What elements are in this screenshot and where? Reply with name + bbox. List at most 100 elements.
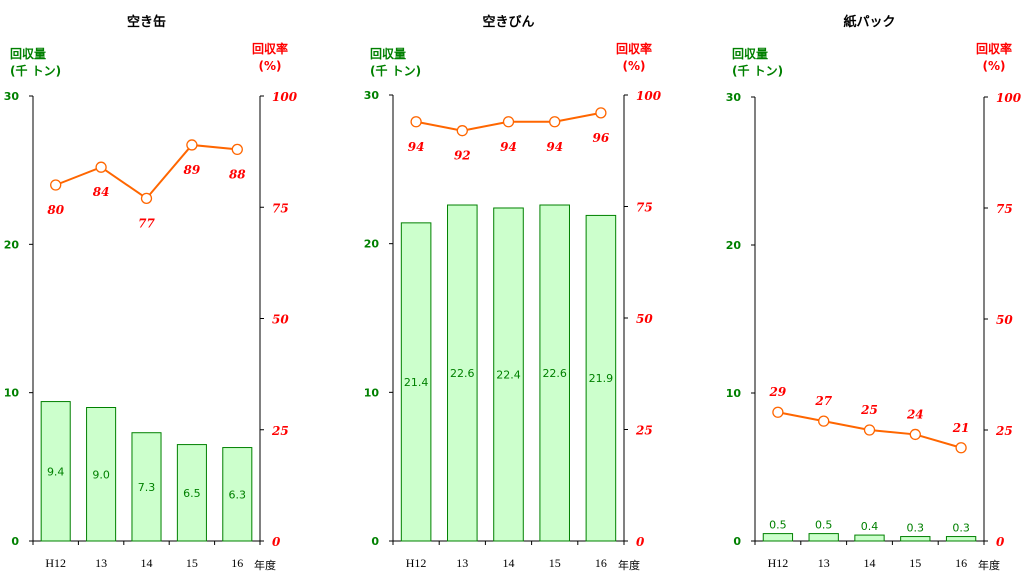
rate-value-label: 89 [184, 163, 201, 177]
bar [176, 444, 207, 542]
x-tick-label: 14 [141, 556, 153, 570]
x-tick-label: 15 [909, 556, 921, 570]
right-tick-label: 0 [996, 535, 1005, 549]
rate-point [231, 143, 243, 156]
x-tick-label: 16 [595, 556, 607, 570]
bar-value-label: 22.6 [450, 367, 475, 380]
bar-value-label: 6.3 [229, 488, 247, 501]
right-tick-label: 100 [272, 90, 298, 104]
bar [400, 222, 432, 542]
bar-value-label: 6.5 [183, 487, 201, 500]
rate-point [410, 116, 422, 128]
bar-value-label: 0.5 [769, 519, 787, 532]
bar [40, 401, 71, 542]
chart-title: 空き缶 [127, 14, 166, 30]
left-tick-label: 10 [364, 386, 380, 399]
rate-point [50, 179, 62, 191]
bar-value-label: 21.4 [404, 376, 429, 389]
right-tick-label: 25 [635, 424, 653, 438]
bar-value-label: 0.4 [861, 520, 879, 533]
rate-value-label: 29 [769, 385, 787, 399]
rate-point [140, 192, 153, 205]
rate-value-label: 25 [860, 403, 878, 417]
left-tick-label: 30 [4, 90, 20, 103]
rate-value-label: 96 [593, 131, 610, 145]
bar [585, 214, 617, 542]
rate-point [955, 442, 967, 454]
left-tick-label: 20 [726, 239, 742, 252]
x-axis-unit: 年度 [618, 558, 640, 572]
x-tick-label: H12 [768, 556, 789, 570]
right-tick-label: 100 [996, 91, 1022, 105]
x-tick-label: H12 [406, 556, 427, 570]
left-axis-label: 回収量 [10, 47, 46, 61]
x-tick-label: 13 [95, 556, 107, 570]
bar [854, 534, 885, 542]
right-tick-label: 75 [636, 201, 653, 215]
rate-point [818, 415, 830, 427]
rate-value-label: 27 [814, 394, 832, 408]
bar [222, 447, 253, 542]
left-tick-label: 30 [364, 89, 380, 102]
right-tick-label: 75 [272, 201, 289, 215]
rate-line [55, 143, 238, 200]
left-axis-label: 回収量 [732, 47, 768, 61]
left-tick-label: 30 [726, 91, 742, 104]
right-axis-label: 回収率 [616, 41, 652, 56]
right-tick-label: 100 [636, 89, 662, 103]
x-tick-label: 16 [955, 556, 967, 570]
right-axis-label: 回収率 [252, 41, 288, 56]
left-tick-label: 0 [371, 535, 379, 548]
left-tick-label: 20 [364, 238, 380, 251]
bar [131, 432, 162, 542]
right-axis-label: 回収率 [976, 41, 1012, 56]
bar-value-label: 22.4 [496, 368, 521, 381]
bar [808, 533, 839, 542]
rate-point [595, 107, 607, 119]
rate-value-label: 88 [229, 167, 246, 181]
left-tick-label: 0 [11, 535, 19, 548]
bar [900, 536, 931, 542]
rate-value-label: 80 [47, 203, 64, 217]
left-tick-label: 0 [733, 535, 741, 548]
left-tick-label: 20 [4, 238, 20, 251]
bar-value-label: 21.9 [589, 372, 614, 385]
rate-value-label: 94 [500, 140, 517, 154]
left-axis-label: (千 トン) [370, 63, 421, 78]
right-tick-label: 0 [272, 535, 281, 549]
right-tick-label: 50 [996, 313, 1013, 327]
left-axis-label: 回収量 [370, 47, 406, 61]
rate-value-label: 24 [906, 407, 924, 421]
rate-value-label: 92 [454, 149, 471, 163]
x-tick-label: 13 [456, 556, 468, 570]
bar [493, 207, 524, 542]
chart-title: 紙パック [843, 14, 895, 30]
left-axis-label: (千 トン) [10, 63, 61, 78]
rate-value-label: 84 [93, 185, 110, 199]
right-tick-label: 50 [272, 313, 289, 327]
bar-value-label: 0.5 [815, 519, 833, 532]
x-tick-label: H12 [45, 556, 66, 570]
rate-point [456, 125, 468, 137]
rate-point [772, 406, 784, 418]
bar [86, 407, 117, 542]
left-axis-label: (千 トン) [732, 63, 783, 78]
bar-value-label: 22.6 [542, 367, 567, 380]
right-tick-label: 50 [636, 312, 653, 326]
right-tick-label: 25 [271, 424, 289, 438]
rate-value-label: 94 [408, 140, 425, 154]
x-tick-label: 15 [186, 556, 198, 570]
x-tick-label: 16 [231, 556, 243, 570]
rate-point [502, 116, 515, 128]
left-tick-label: 10 [726, 387, 742, 400]
bar-value-label: 7.3 [138, 481, 156, 494]
right-tick-label: 75 [996, 202, 1013, 216]
bar [945, 536, 977, 542]
rate-value-label: 77 [138, 216, 155, 230]
x-axis-unit: 年度 [254, 558, 276, 572]
rate-point [186, 139, 198, 151]
